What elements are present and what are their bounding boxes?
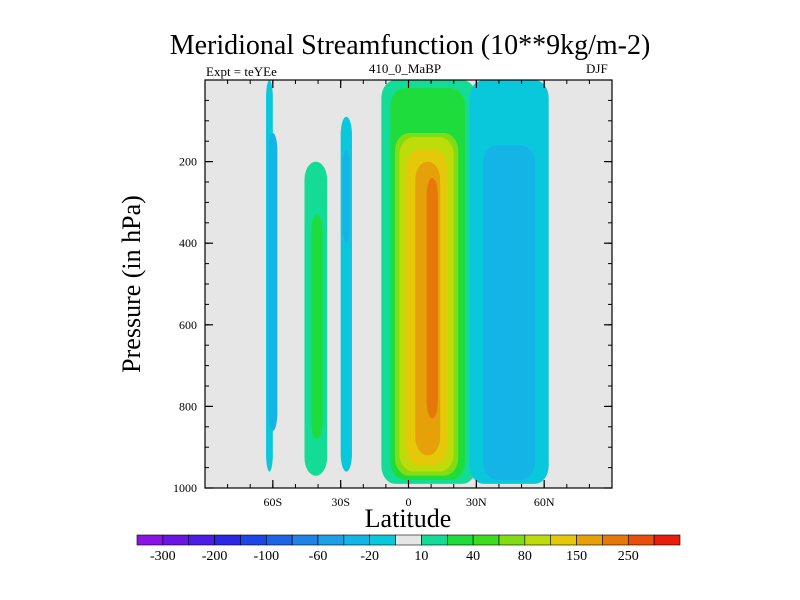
colorbar-swatch <box>369 534 396 546</box>
colorbar-swatch <box>602 534 629 546</box>
colorbar-label: -300 <box>150 549 176 564</box>
major-ticks <box>205 80 612 489</box>
period-label: 410_0_MaBP <box>368 61 442 76</box>
colorbar-swatch <box>136 534 164 546</box>
colorbar-swatch <box>214 534 241 546</box>
x-tick-label: 0 <box>406 495 412 509</box>
y-tick-label: 400 <box>179 236 197 250</box>
colorbar-label: 10 <box>414 549 428 564</box>
season-label: DJF <box>586 61 608 76</box>
colorbar-swatch <box>653 534 681 546</box>
colorbar-label: -60 <box>309 549 328 564</box>
y-tick-label: 800 <box>179 399 197 413</box>
colorbar-swatch <box>265 534 293 546</box>
colorbar-swatch <box>472 534 500 546</box>
colorbar-label: -200 <box>202 549 228 564</box>
colorbar-swatch <box>498 534 526 546</box>
x-tick-label: 30N <box>466 495 487 509</box>
x-tick-label: 60N <box>534 495 555 509</box>
experiment-label: Expt = teYEe <box>206 64 277 79</box>
colorbar-swatch <box>291 534 319 546</box>
colorbar-swatch <box>421 534 448 546</box>
chart-title: Meridional Streamfunction (10**9kg/m-2) <box>169 30 651 61</box>
colorbar-label: 40 <box>466 549 480 564</box>
x-axis-label: Latitude <box>365 504 452 533</box>
colorbar-swatch <box>162 534 190 546</box>
colorbar-swatch <box>395 534 422 546</box>
contour-fills <box>266 80 549 484</box>
colorbar-label: 250 <box>618 549 639 564</box>
colorbar-swatch <box>550 534 577 546</box>
x-tick-label: 60S <box>263 495 282 509</box>
colorbar-swatch <box>446 534 474 546</box>
colorbar-label: 80 <box>518 549 532 564</box>
y-tick-label: 1000 <box>173 481 197 495</box>
colorbar <box>136 534 681 546</box>
y-tick-label: 200 <box>179 155 197 169</box>
colorbar-swatch <box>627 534 655 546</box>
colorbar-swatch <box>576 534 603 546</box>
colorbar-labels: -300 -200 -100 -60 -20 10 40 80 150 250 <box>150 549 639 564</box>
y-axis-label: Pressure (in hPa) <box>117 195 146 373</box>
y-tick-label: 600 <box>179 318 197 332</box>
colorbar-label: 150 <box>566 549 587 564</box>
contour-region-3 <box>311 214 323 440</box>
contour-region-14 <box>483 145 536 480</box>
colorbar-swatch <box>524 534 552 546</box>
x-tick-label: 30S <box>331 495 350 509</box>
colorbar-swatch <box>343 534 371 546</box>
contour-region-1 <box>268 133 278 431</box>
colorbar-swatch <box>240 534 267 546</box>
colorbar-swatch <box>317 534 345 546</box>
contour-region-5 <box>342 149 350 244</box>
colorbar-label: -100 <box>253 549 279 564</box>
contour-region-12 <box>426 177 438 419</box>
colorbar-label: -20 <box>360 549 379 564</box>
tick-labels: 60S 30S 0 30N 60N 200 400 600 800 1000 <box>173 155 555 509</box>
colorbar-swatch <box>188 534 215 546</box>
